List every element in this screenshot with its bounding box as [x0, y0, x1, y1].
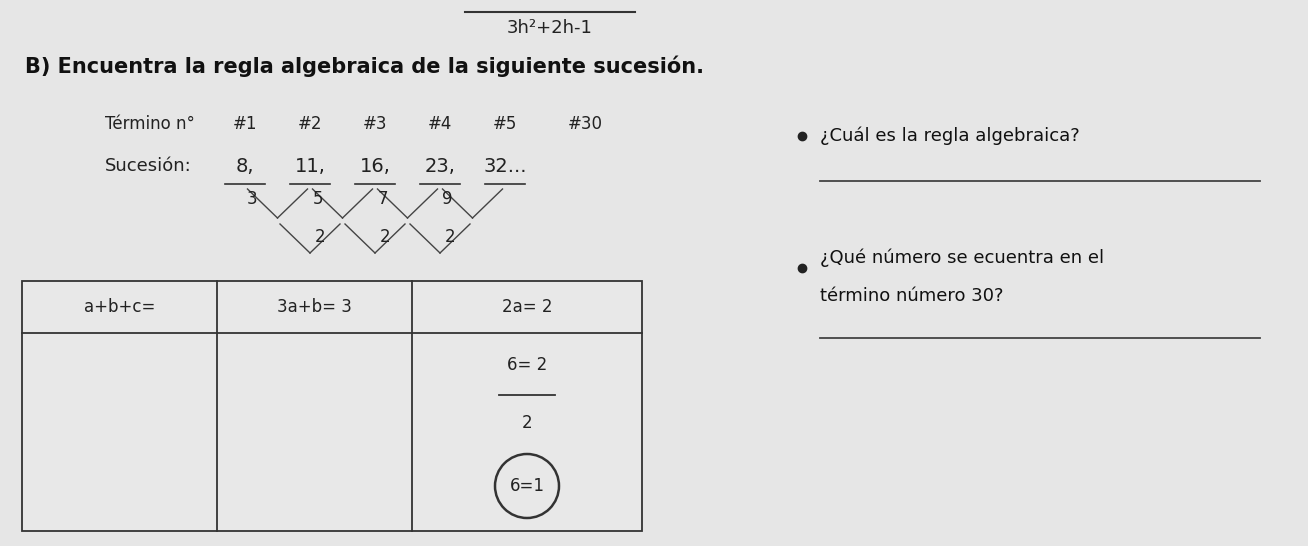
- Text: 7: 7: [377, 191, 387, 209]
- Text: #4: #4: [428, 115, 453, 133]
- Text: 2: 2: [315, 228, 326, 246]
- Text: ¿Qué número se ecuentra en el: ¿Qué número se ecuentra en el: [820, 249, 1104, 267]
- Text: 3a+b= 3: 3a+b= 3: [277, 298, 352, 316]
- Text: ¿Cuál es la regla algebraica?: ¿Cuál es la regla algebraica?: [820, 127, 1079, 145]
- Text: 6=1: 6=1: [510, 477, 544, 495]
- Text: 11,: 11,: [294, 157, 326, 175]
- Text: 16,: 16,: [360, 157, 390, 175]
- Text: 5: 5: [313, 191, 323, 209]
- Text: 3: 3: [247, 191, 258, 209]
- Text: 2: 2: [379, 228, 390, 246]
- Text: #30: #30: [568, 115, 603, 133]
- Text: #5: #5: [493, 115, 517, 133]
- Text: 6= 2: 6= 2: [508, 356, 547, 374]
- Text: B) Encuentra la regla algebraica de la siguiente sucesión.: B) Encuentra la regla algebraica de la s…: [25, 55, 704, 77]
- Text: 23,: 23,: [425, 157, 455, 175]
- Text: #3: #3: [362, 115, 387, 133]
- Text: término número 30?: término número 30?: [820, 287, 1003, 305]
- Text: 2: 2: [522, 414, 532, 432]
- Text: 32...: 32...: [483, 157, 527, 175]
- Text: a+b+c=: a+b+c=: [84, 298, 156, 316]
- Text: 2a= 2: 2a= 2: [502, 298, 552, 316]
- Text: Término n°: Término n°: [105, 115, 195, 133]
- Text: 2: 2: [445, 228, 455, 246]
- Text: 3h²+2h-1: 3h²+2h-1: [508, 19, 593, 37]
- Text: 9: 9: [442, 191, 453, 209]
- Text: Sucesión:: Sucesión:: [105, 157, 192, 175]
- Bar: [22, 281, 642, 531]
- Text: 8,: 8,: [235, 157, 254, 175]
- Text: #2: #2: [298, 115, 322, 133]
- Text: #1: #1: [233, 115, 258, 133]
